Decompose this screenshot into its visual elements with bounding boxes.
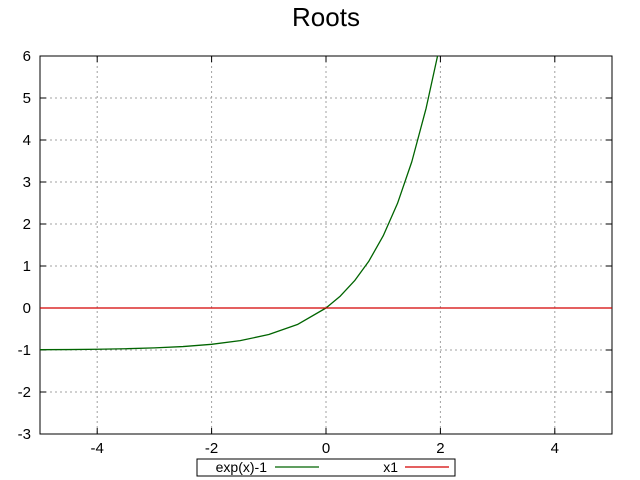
y-tick-label: 3: [23, 174, 31, 191]
chart-title: Roots: [292, 2, 360, 32]
x-tick-label: -4: [91, 440, 104, 457]
series-line-1: [39, 55, 439, 351]
legend: exp(x)-1 x1: [196, 458, 456, 477]
x-tick-label: 2: [436, 440, 444, 457]
legend-label-series-1: exp(x)-1: [216, 459, 268, 475]
y-tick-label: 0: [23, 300, 31, 317]
x-tick-label: 4: [551, 440, 559, 457]
grid: [40, 56, 612, 434]
y-tick-label: 2: [23, 216, 31, 233]
series-lines: [39, 55, 612, 351]
y-tick-label: 5: [23, 90, 31, 107]
axis-ticks: -4 -2 0 2 4 -3 -2 -1 0 1 2 3 4 5 6: [18, 48, 612, 457]
y-tick-label: 6: [23, 48, 31, 65]
legend-box: [196, 458, 456, 477]
y-tick-label: 1: [23, 258, 31, 275]
x-tick-label: -2: [205, 440, 218, 457]
y-tick-label: -3: [18, 426, 31, 443]
y-tick-label: 4: [23, 132, 31, 149]
x-tick-label: 0: [322, 440, 330, 457]
y-tick-label: -1: [18, 342, 31, 359]
legend-label-series-2: x1: [383, 459, 398, 475]
y-tick-label: -2: [18, 384, 31, 401]
